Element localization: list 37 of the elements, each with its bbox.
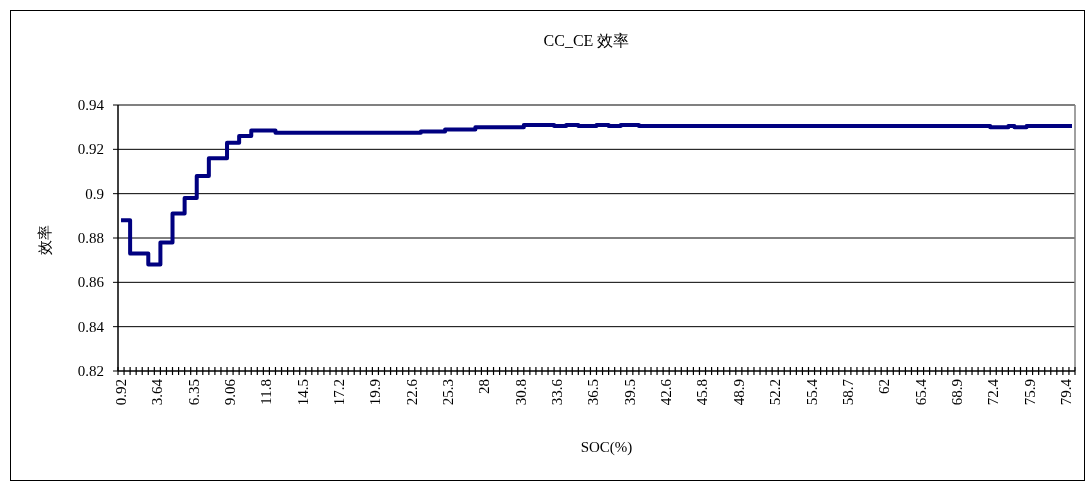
x-tick-label: 19.9 — [367, 379, 384, 406]
x-tick-label: 55.4 — [803, 378, 820, 406]
x-tick-label: 9.06 — [222, 378, 239, 406]
x-tick-label: 75.9 — [1021, 379, 1038, 406]
x-tick-label: 30.8 — [512, 379, 529, 406]
x-tick-label: 36.5 — [585, 379, 602, 406]
y-tick-label: 0.88 — [77, 230, 104, 246]
y-tick-label: 0.86 — [77, 274, 105, 291]
x-tick-label: 28 — [476, 379, 493, 394]
x-tick-label: 6.35 — [185, 379, 202, 406]
chart-title: CC_CE 效率 — [543, 32, 630, 49]
y-tick-label: 0.9 — [85, 185, 104, 202]
x-tick-label: 39.5 — [621, 379, 638, 406]
x-tick-label: 58.7 — [839, 378, 856, 406]
y-tick-label: 0.94 — [77, 97, 105, 113]
x-tick-label: 3.64 — [149, 378, 166, 406]
x-tick-label: 17.2 — [331, 379, 348, 406]
x-tick-label: 68.9 — [948, 379, 965, 406]
x-axis-title: SOC(%) — [580, 439, 633, 456]
x-tick-label: 65.4 — [912, 378, 929, 406]
x-tick-label: 22.6 — [403, 378, 420, 406]
y-tick-label: 0.84 — [77, 318, 105, 335]
x-tick-label: 42.6 — [658, 378, 675, 406]
x-tick-label: 33.6 — [549, 378, 566, 406]
y-tick-label: 0.92 — [77, 141, 104, 158]
y-axis-title: 效率 — [37, 225, 53, 255]
x-tick-label: 52.2 — [767, 379, 784, 406]
x-tick-label: 79.4 — [1057, 378, 1074, 406]
x-tick-label: 0.92 — [113, 379, 130, 406]
x-tick-label: 45.8 — [694, 379, 711, 406]
x-tick-label: 25.3 — [440, 379, 457, 406]
x-tick-label: 48.9 — [730, 379, 747, 406]
x-tick-label: 72.4 — [985, 378, 1002, 406]
x-tick-label: 14.5 — [294, 379, 311, 406]
y-tick-label: 0.82 — [77, 363, 104, 379]
x-tick-label: 62 — [876, 379, 893, 394]
x-tick-label: 11.8 — [258, 379, 275, 405]
